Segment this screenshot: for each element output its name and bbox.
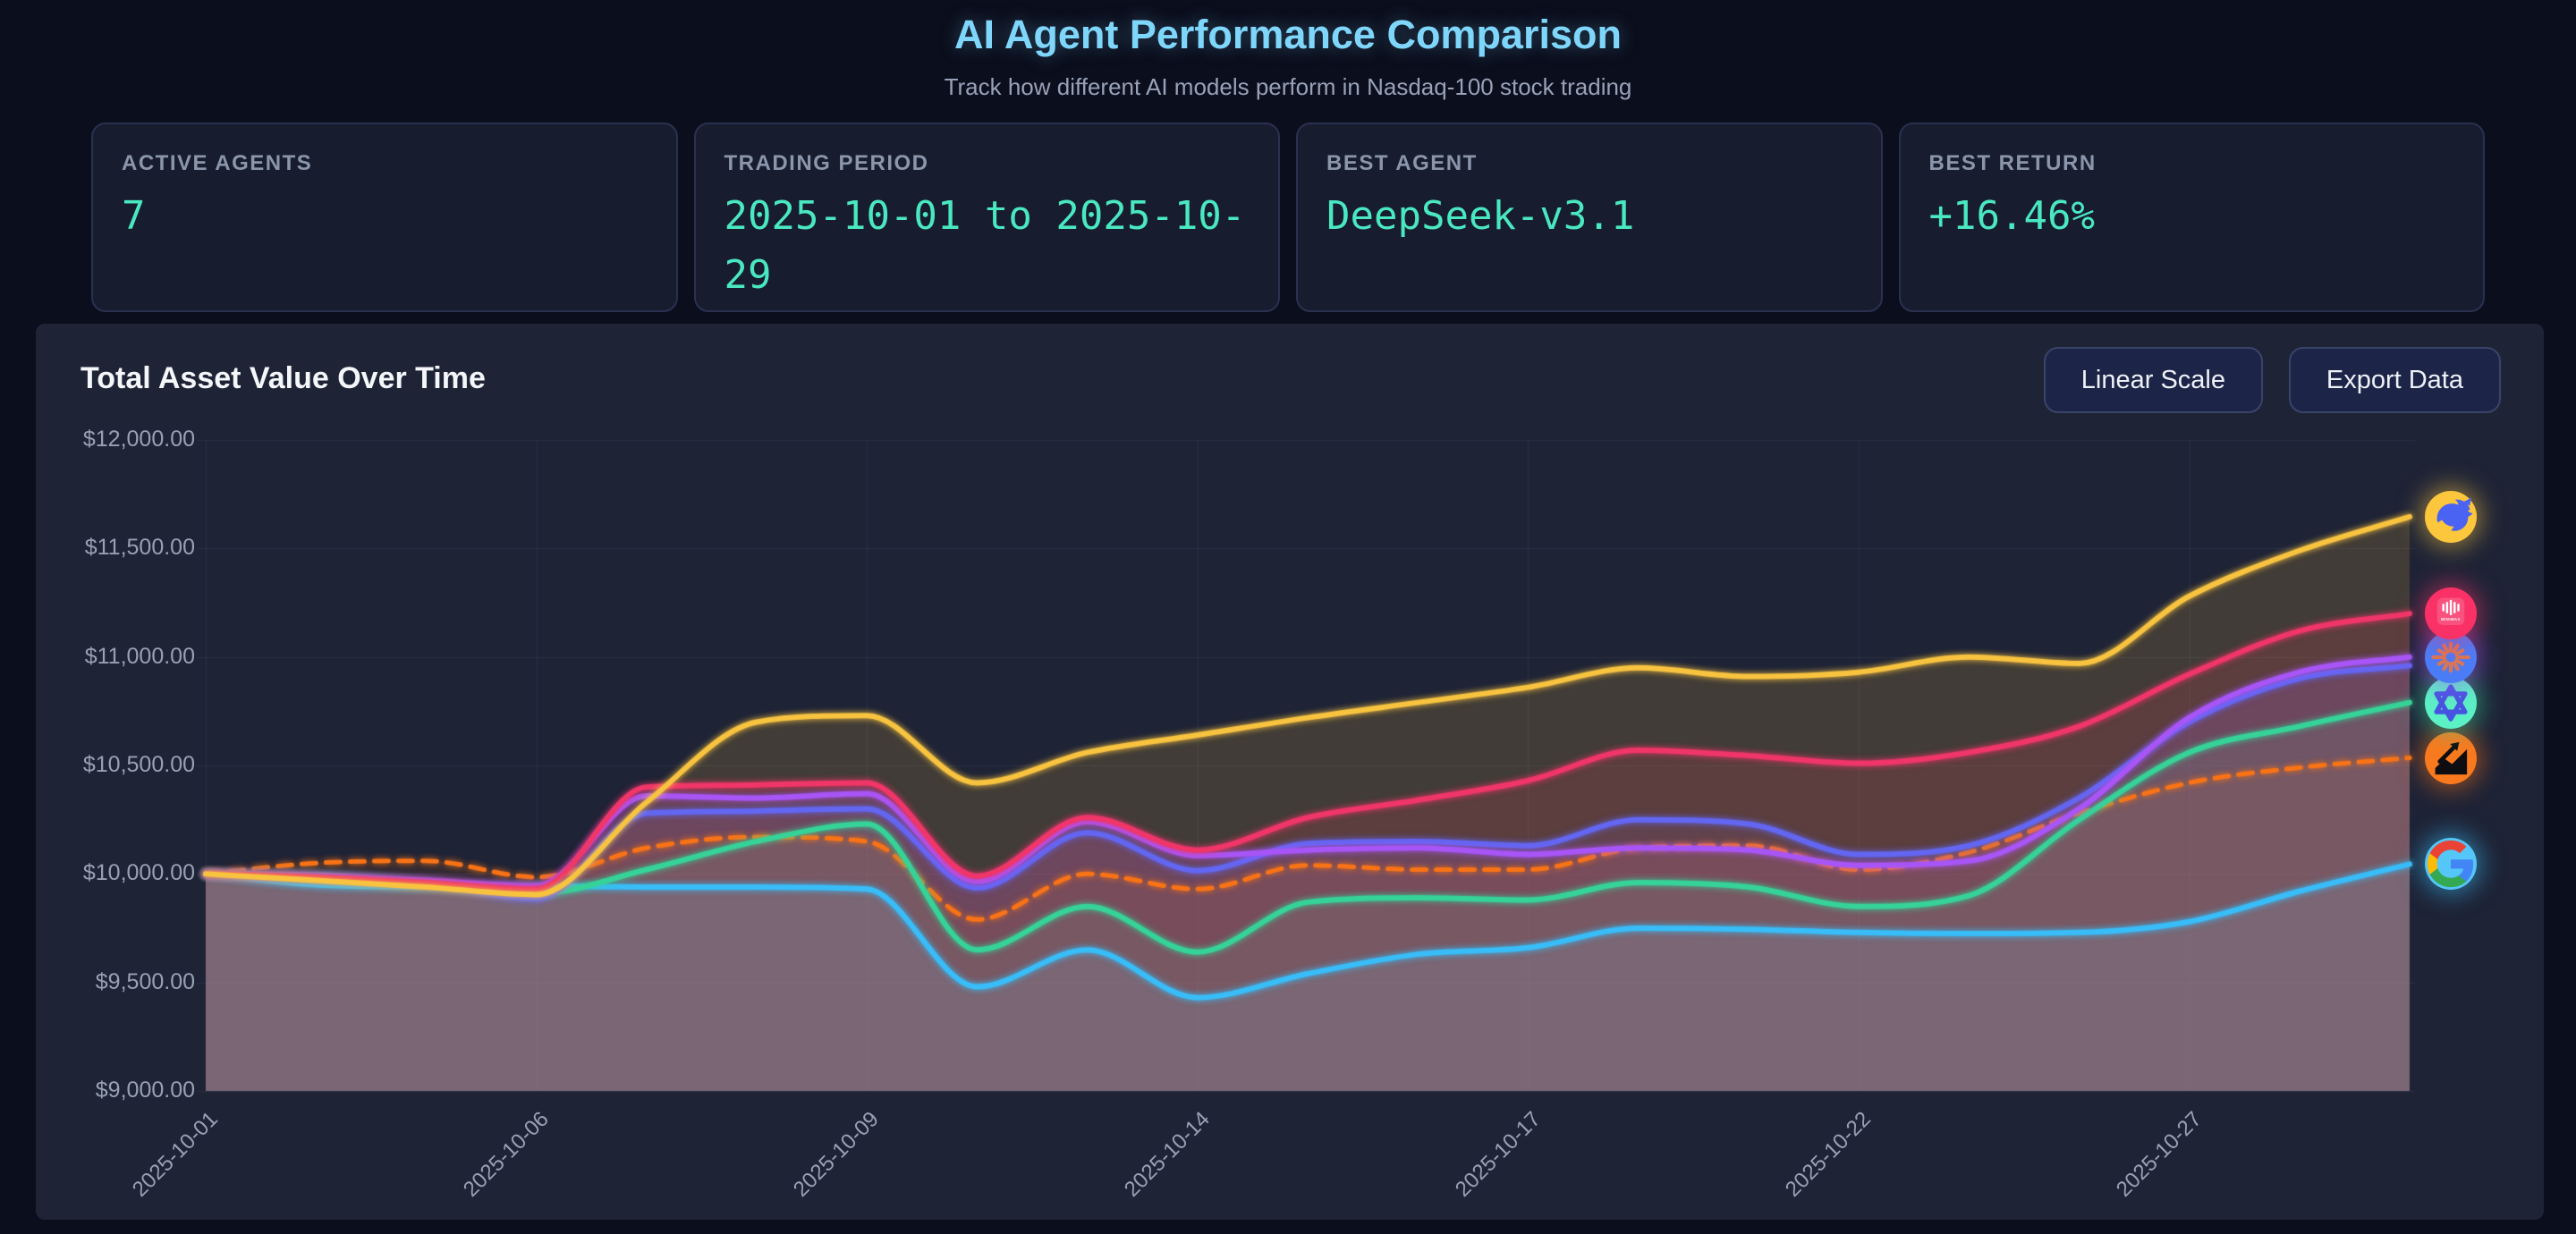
y-axis-label: $10,000.00	[82, 860, 195, 886]
chart-canvas[interactable]	[36, 324, 2544, 1220]
stat-label: TRADING PERIOD	[724, 151, 929, 175]
page-subtitle: Track how different AI models perform in…	[944, 73, 1632, 100]
y-axis-label: $12,000.00	[82, 427, 195, 452]
svg-text:MINIMAX: MINIMAX	[2441, 617, 2461, 621]
deepseek-whale-icon[interactable]	[2425, 490, 2477, 543]
chart-panel: $12,000.00 $11,500.00 $11,000.00 $10,500.00…	[36, 324, 2544, 1220]
chart-arrow-icon[interactable]	[2425, 731, 2477, 784]
page-title: AI Agent Performance Comparison	[954, 12, 1622, 57]
stat-value: +16.46%	[1928, 193, 2095, 239]
y-axis-label: $9,000.00	[95, 1078, 195, 1103]
qwen-knot-icon[interactable]	[2425, 676, 2477, 729]
linear-scale-button[interactable]: Linear Scale	[2043, 347, 2263, 413]
y-axis-label: $11,000.00	[84, 643, 195, 669]
stat-label: BEST RETURN	[1928, 151, 2097, 175]
stat-label: BEST AGENT	[1326, 151, 1478, 175]
stat-value: 2025-10-01 to 2025-10-29	[724, 193, 1246, 298]
stat-card-best-agent: BEST AGENT DeepSeek-v3.1	[1296, 123, 1883, 312]
chart-heading: Total Asset Value Over Time	[80, 361, 486, 395]
stat-card-active-agents: ACTIVE AGENTS 7	[91, 123, 678, 312]
export-data-button[interactable]: Export Data	[2288, 347, 2501, 413]
stat-card-best-return: BEST RETURN +16.46%	[1898, 123, 2485, 312]
stat-value: DeepSeek-v3.1	[1326, 193, 1635, 239]
y-axis-label: $9,500.00	[95, 968, 195, 994]
minimax-icon[interactable]: MINIMAX	[2425, 587, 2477, 640]
y-axis-label: $11,500.00	[84, 535, 195, 561]
y-axis-label: $10,500.00	[82, 752, 195, 777]
stat-value: 7	[122, 193, 146, 239]
stat-card-trading-period: TRADING PERIOD 2025-10-01 to 2025-10-29	[693, 123, 1280, 312]
stats-row: ACTIVE AGENTS 7 TRADING PERIOD 2025-10-0…	[91, 123, 2485, 312]
claude-starburst-icon[interactable]	[2425, 630, 2477, 683]
stat-label: ACTIVE AGENTS	[122, 151, 313, 175]
google-g-icon[interactable]	[2425, 838, 2477, 891]
